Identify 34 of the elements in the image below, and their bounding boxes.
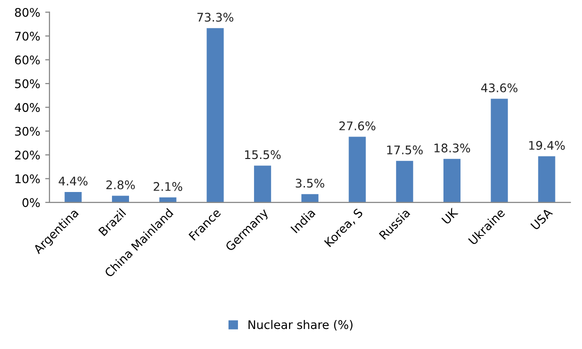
y-tick-label: 40% [14, 103, 40, 112]
legend-label: Nuclear share (%) [248, 320, 352, 330]
y-tick-label: 50% [15, 79, 40, 88]
data-label: 27.6% [339, 121, 376, 130]
bar [490, 98, 508, 202]
bar [348, 136, 366, 202]
y-tick-label: 80% [15, 8, 40, 17]
bar [64, 192, 82, 202]
data-label: 4.4% [58, 176, 88, 186]
y-tick-label: 60% [15, 55, 40, 64]
data-label: 18.3% [434, 144, 470, 152]
data-label: 2.1% [154, 182, 182, 191]
bar [112, 196, 130, 202]
y-tick-label: 20% [15, 150, 40, 160]
y-tick-label: 0% [22, 198, 40, 208]
y-tick-label: 70% [15, 32, 40, 41]
data-label: 73.3% [197, 12, 234, 22]
bar [443, 158, 460, 202]
data-label: 15.5% [245, 150, 281, 160]
x-tick-label: USA [530, 208, 554, 230]
data-label: 19.4% [529, 140, 565, 150]
data-label: 17.5% [387, 145, 423, 154]
y-tick-label: 10% [16, 174, 40, 184]
y-tick-label: 30% [15, 126, 40, 136]
data-label: 43.6% [481, 83, 518, 92]
x-tick-label: UK [441, 207, 459, 225]
bar [254, 166, 272, 202]
bar [301, 194, 318, 202]
bar [538, 156, 556, 202]
data-label: 2.8% [106, 180, 135, 190]
bar [396, 160, 414, 202]
data-label: 3.5% [296, 178, 324, 188]
bar [159, 197, 176, 202]
bar [206, 28, 224, 202]
